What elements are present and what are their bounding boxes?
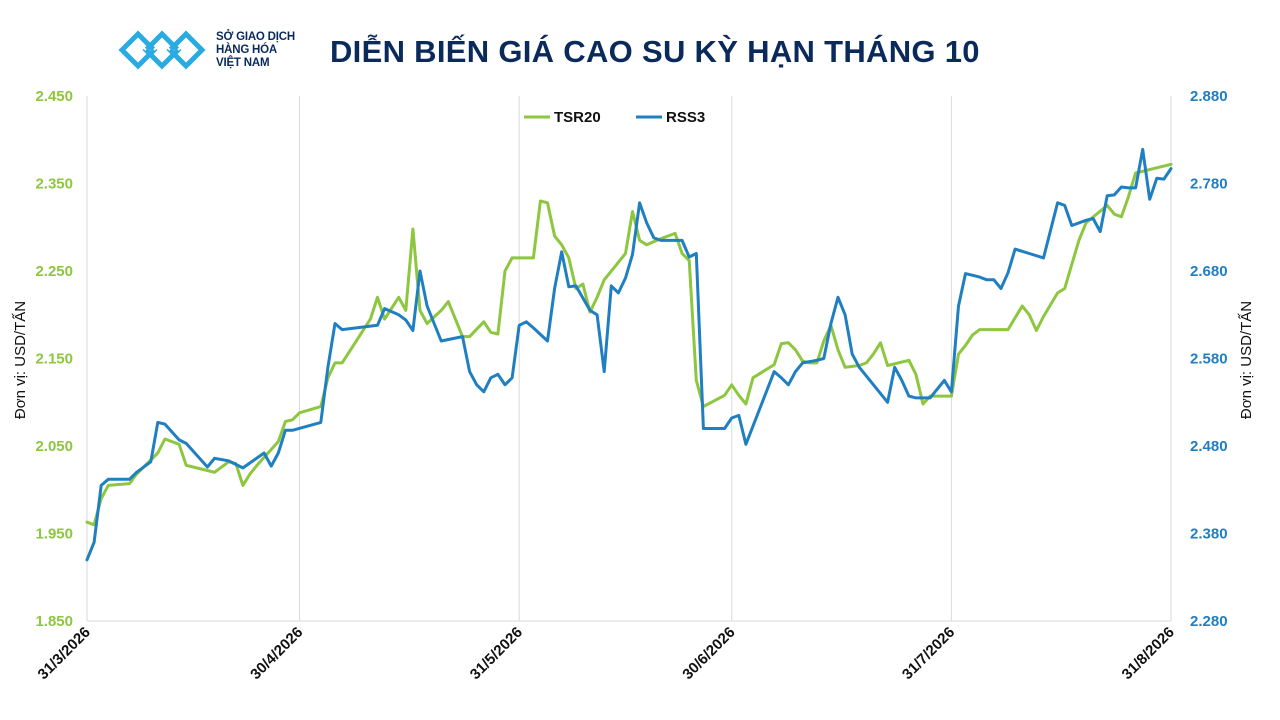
y-right-tick-label: 2.780 [1190,176,1228,193]
y-axis-right-label: Đơn vị: USD/TẤN [1238,301,1255,419]
y-left-tick-label: 2.050 [35,438,73,455]
series-line-tsr20 [85,162,1173,527]
chart-title: DIỄN BIẾN GIÁ CAO SU KỲ HẠN THÁNG 10 [330,34,980,69]
y-right-tick-label: 2.880 [1190,88,1228,105]
x-tick-label: 30/4/2026 [247,624,306,683]
legend: TSR20 RSS3 [524,109,705,126]
logo-line-1: SỞ GIAO DỊCH [216,31,295,43]
y-left-tick-label: 2.450 [35,88,73,105]
y-left-tick-label: 1.950 [35,526,73,543]
y-left-tick-label: 1.850 [35,613,73,630]
series-line-rss3 [85,147,1173,562]
y-right-tick-label: 2.680 [1190,263,1228,280]
logo-mark-icon [118,30,206,70]
y-right-tick-label: 2.380 [1190,526,1228,543]
grid [86,96,1172,621]
logo-line-2: HÀNG HÓA [216,44,278,56]
x-tick-label: 30/6/2026 [679,624,738,683]
y-right-tick-label: 2.280 [1190,613,1228,630]
logo-line-3: VIỆT NAM [216,57,270,69]
y-axis-left-label: Đơn vị: USD/TẤN [12,301,29,419]
legend-label-rss3: RSS3 [666,109,705,126]
y-left-tick-label: 2.350 [35,176,73,193]
y-right-tick-label: 2.480 [1190,438,1228,455]
y-left-tick-label: 2.150 [35,351,73,368]
x-tick-label: 31/3/2026 [35,624,94,683]
y-left-tick-label: 2.250 [35,263,73,280]
series [85,147,1173,562]
logo-text: SỞ GIAO DỊCH HÀNG HÓA VIỆT NAM [216,31,295,70]
x-tick-label: 31/5/2026 [467,624,526,683]
header: SỞ GIAO DỊCH HÀNG HÓA VIỆT NAM DIỄN BIẾN… [0,0,1280,90]
legend-label-tsr20: TSR20 [554,109,601,126]
x-tick-label: 31/7/2026 [899,624,958,683]
exchange-logo: SỞ GIAO DỊCH HÀNG HÓA VIỆT NAM [118,28,318,74]
x-tick-label: 31/8/2026 [1119,624,1178,683]
y-right-tick-label: 2.580 [1190,351,1228,368]
axes: 31/3/2026 30/4/2026 31/5/2026 30/6/2026 31/7… [35,88,1228,683]
